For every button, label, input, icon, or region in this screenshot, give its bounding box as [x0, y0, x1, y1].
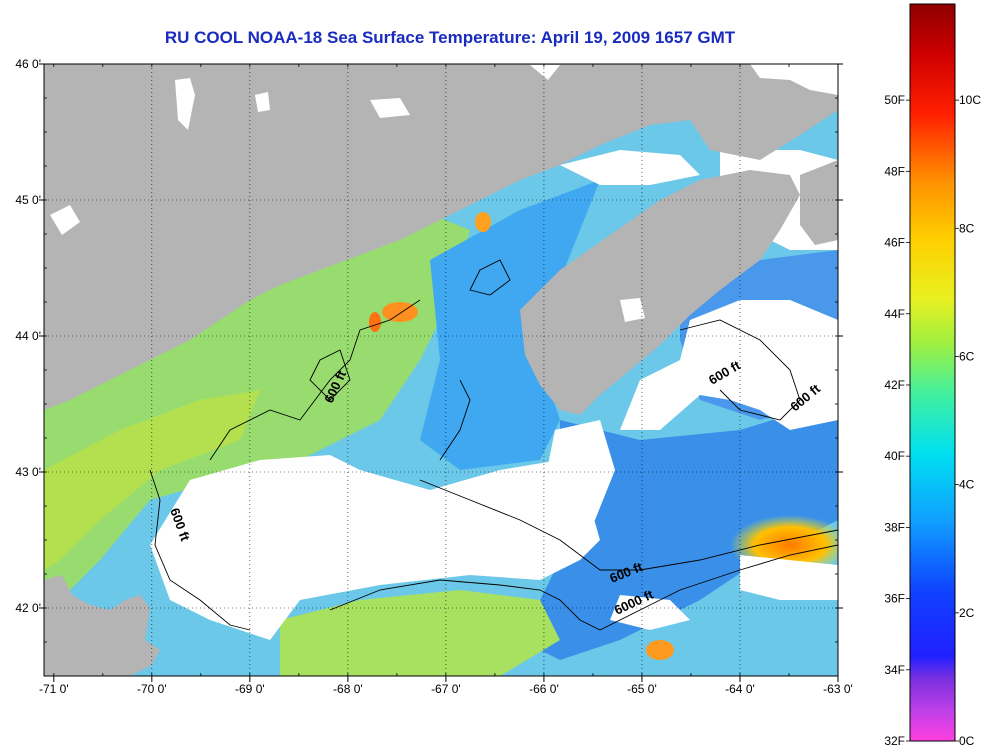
- lon-tick-label: -69 0': [235, 682, 265, 696]
- inland-lake: [175, 78, 195, 130]
- colorbar-labels: 50F 48F 46F 44F 42F 40F 38F 36F 34F 32F 10C 8C 6C 4C 2…: [884, 93, 981, 748]
- lat-tick-label: 44 0': [15, 329, 41, 343]
- colorbar-f-label: 36F: [884, 592, 905, 606]
- bathymetry-contours: [149, 259, 838, 631]
- land-massachusetts: [44, 575, 160, 676]
- latitude-axis: 46 0' 45 0' 44 0' 43 0' 42 0': [15, 57, 843, 677]
- colorbar-f-label: 34F: [884, 663, 905, 677]
- colorbar-f-label: 48F: [884, 164, 905, 178]
- colorbar-c-label: 6C: [959, 349, 975, 363]
- lon-tick-label: -68 0': [333, 682, 363, 696]
- colorbar-f-label: 46F: [884, 236, 905, 250]
- land-maine-newbrunswick: [44, 64, 838, 410]
- contour-600ft: [439, 379, 471, 461]
- inland-lake: [530, 65, 560, 80]
- contour-600ft: [679, 319, 801, 421]
- cloud-cover-scotian: [620, 300, 838, 430]
- lon-tick-label: -65 0': [627, 682, 657, 696]
- colorbar-f-label: 50F: [884, 93, 905, 107]
- lat-tick-label: 43 0': [15, 465, 41, 479]
- land-cape-breton: [800, 160, 838, 245]
- lon-tick-label: -71 0': [39, 682, 69, 696]
- contour-600ft: [209, 299, 421, 461]
- lon-tick-label: -67 0': [431, 682, 461, 696]
- central-cool-water: [420, 180, 600, 470]
- lon-tick-label: -66 0': [529, 682, 559, 696]
- colorbar-f-label: 42F: [884, 378, 905, 392]
- colorbar-c-label: 2C: [959, 606, 975, 620]
- warm-spot: [369, 312, 381, 332]
- colorbar-f-label: 38F: [884, 520, 905, 534]
- lon-tick-label: -70 0': [137, 682, 167, 696]
- warm-spot: [475, 212, 491, 232]
- contour-6000ft: [329, 544, 838, 631]
- cloud-cover-gulf-stlawrence: [750, 64, 838, 95]
- colorbar-c-label: 10C: [959, 93, 981, 107]
- cloud-cover-fundy: [560, 150, 700, 185]
- map-title: RU COOL NOAA-18 Sea Surface Temperature:…: [164, 28, 736, 47]
- lon-tick-label: -64 0': [725, 682, 755, 696]
- inland-lake: [255, 92, 270, 112]
- land-nova-scotia: [520, 170, 800, 415]
- coastal-warm-water: [44, 210, 470, 610]
- cloud-cover-gulf: [150, 455, 600, 640]
- contour-600ft: [469, 259, 511, 296]
- cloud-cover-bay: [545, 420, 615, 560]
- coastal-warmer-water: [44, 390, 260, 570]
- southern-warm-water: [280, 590, 560, 676]
- temperature-colorbar: [909, 3, 956, 742]
- colorbar-c-label: 4C: [959, 478, 975, 492]
- colorbar-f-label: 44F: [884, 307, 905, 321]
- lat-tick-label: 42 0': [15, 601, 41, 615]
- colorbar-c-label: 0C: [959, 734, 975, 748]
- inland-lake: [50, 205, 80, 235]
- lat-tick-label: 46 0': [15, 57, 41, 71]
- contour-600ft: [149, 469, 251, 631]
- longitude-axis: -71 0' -70 0' -69 0' -68 0' -67 0' -66 0' -65 …: [39, 64, 853, 696]
- inland-lake: [620, 298, 645, 322]
- inland-lake: [370, 98, 410, 118]
- colorbar-c-label: 8C: [959, 221, 975, 235]
- contour-600ft: [309, 349, 351, 401]
- lon-tick-label: -63 0': [823, 682, 853, 696]
- contour-600ft: [419, 479, 838, 571]
- warm-eddy: [646, 640, 674, 660]
- graticule: [44, 64, 838, 676]
- lat-tick-label: 45 0': [15, 193, 41, 207]
- cloud-cover-south: [740, 555, 838, 600]
- cloud-cover-south: [610, 595, 690, 630]
- colorbar-f-label: 32F: [884, 734, 905, 748]
- colorbar-f-label: 40F: [884, 449, 905, 463]
